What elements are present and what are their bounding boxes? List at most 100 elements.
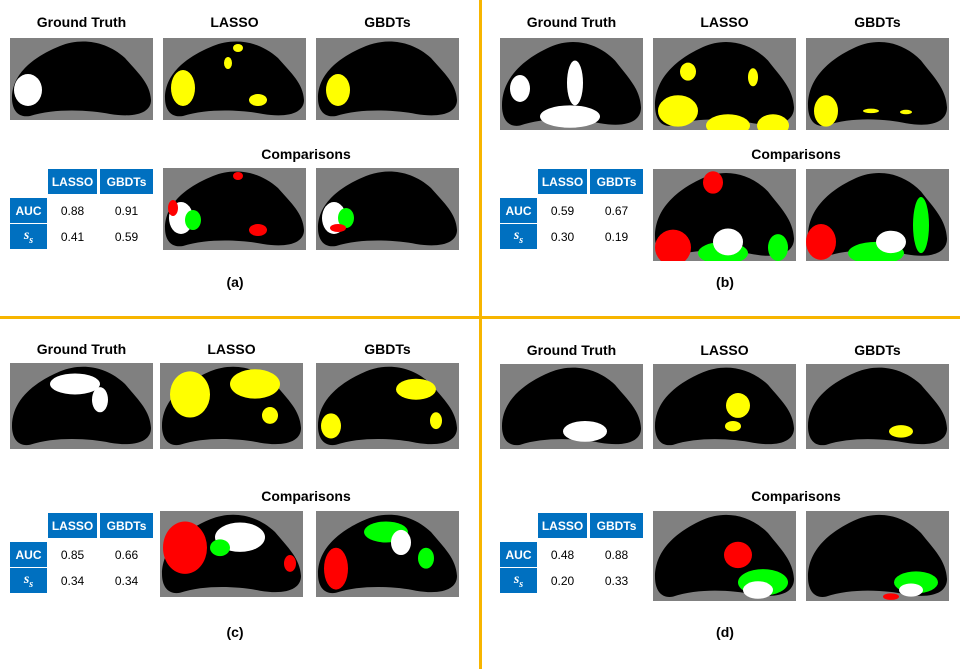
brain-silhouette [12, 41, 151, 117]
lasso-title: LASSO [207, 341, 256, 357]
table-header-lasso: LASSO [48, 513, 97, 538]
region-ground-truth [14, 74, 42, 106]
region-false-positive [324, 547, 348, 590]
brain-silhouette [655, 367, 794, 446]
gbdts-comparison-image [806, 511, 949, 601]
panel-label: (d) [716, 624, 734, 640]
region-false-positive [655, 229, 691, 261]
region-false-positive [233, 172, 243, 180]
table-cell-value: 0.85 [60, 547, 85, 562]
horizontal-divider [0, 316, 960, 319]
lasso-title: LASSO [700, 342, 749, 358]
region-prediction [658, 95, 698, 127]
gbdts-comparison-image [806, 169, 949, 261]
brain-silhouette [165, 41, 304, 117]
brain-silhouette [165, 171, 304, 247]
table-row-label: ss [500, 224, 537, 249]
metric-label: ss [513, 571, 524, 590]
region-prediction [396, 378, 436, 400]
lasso-comparison-image [653, 511, 796, 601]
gbdts-title: GBDTs [854, 342, 901, 358]
region-false-positive [284, 555, 296, 572]
panel-a: Ground Truth LASSO GBDTs Comparisons LASSO GB… [0, 0, 470, 310]
gbdts-title: GBDTs [364, 14, 411, 30]
lasso-image [653, 364, 796, 449]
table-row-label: ss [10, 224, 47, 249]
table-cell-value: 0.34 [60, 573, 85, 588]
table-cell-value: 0.88 [604, 547, 629, 562]
table-row-label: AUC [10, 542, 47, 567]
region-prediction [900, 109, 912, 115]
region-true-positive [876, 230, 906, 254]
region-false-positive [724, 541, 752, 569]
gbdts-comparison-image [316, 511, 459, 597]
region-prediction [224, 57, 232, 69]
region-false-positive [883, 593, 899, 600]
lasso-title: LASSO [210, 14, 259, 30]
gbdts-comparison-image [316, 168, 459, 250]
table-row-label: ss [500, 568, 537, 593]
region-true-positive [899, 583, 923, 597]
region-false-positive [163, 521, 207, 574]
region-prediction [321, 413, 341, 439]
ground-truth-title: Ground Truth [526, 342, 617, 358]
region-prediction [262, 407, 278, 424]
panel-label: (a) [226, 274, 244, 290]
region-false-positive [168, 200, 178, 216]
lasso-image [160, 363, 303, 449]
table-cell-value: 0.30 [550, 229, 575, 244]
table-header-gbdts: GBDTs [590, 513, 643, 538]
brain-silhouette [502, 367, 641, 446]
region-true-positive [713, 228, 743, 256]
brain-silhouette [808, 41, 947, 126]
table-cell-value: 0.19 [604, 229, 629, 244]
table-cell-value: 0.59 [550, 203, 575, 218]
region-ground-truth [50, 373, 100, 395]
gbdts-image [316, 363, 459, 449]
lasso-comparison-image [653, 169, 796, 261]
gbdts-title: GBDTs [364, 341, 411, 357]
ground-truth-image [500, 364, 643, 449]
region-prediction [725, 421, 741, 432]
table-cell-value: 0.88 [60, 203, 85, 218]
region-prediction [430, 412, 442, 430]
region-prediction [706, 114, 750, 130]
brain-silhouette [318, 41, 457, 117]
gbdts-image [806, 364, 949, 449]
panel-d: Ground Truth LASSO GBDTs Comparisons LASSO GB… [490, 325, 960, 640]
region-false-positive [806, 223, 836, 260]
table-row-label: AUC [10, 198, 47, 223]
brain-silhouette [318, 171, 457, 247]
brain-silhouette [808, 172, 947, 257]
region-true-positive [743, 581, 773, 599]
ground-truth-image [500, 38, 643, 130]
ground-truth-image [10, 363, 153, 449]
region-ground-truth [540, 105, 600, 128]
table-row-label: ss [10, 568, 47, 593]
region-prediction [249, 94, 267, 106]
region-false-positive [703, 171, 723, 194]
comparisons-title: Comparisons [261, 146, 351, 162]
table-cell-value: 0.66 [114, 547, 139, 562]
metric-label: ss [23, 571, 34, 590]
region-false-negative [338, 208, 354, 228]
table-row-label: AUC [500, 198, 537, 223]
table-cell-value: 0.33 [604, 573, 629, 588]
region-false-negative [418, 547, 434, 569]
lasso-title: LASSO [700, 14, 749, 30]
region-ground-truth [563, 421, 607, 442]
region-prediction [680, 62, 696, 81]
lasso-comparison-image [160, 511, 303, 597]
region-prediction [726, 393, 750, 418]
comparisons-title: Comparisons [751, 146, 841, 162]
brain-silhouette [655, 172, 794, 257]
region-prediction [233, 44, 243, 52]
gbdts-image [316, 38, 459, 120]
table-cell-value: 0.67 [604, 203, 629, 218]
table-cell-value: 0.41 [60, 229, 85, 244]
region-prediction [889, 425, 913, 438]
region-false-negative [913, 197, 929, 254]
brain-silhouette [808, 367, 947, 446]
region-ground-truth [92, 387, 108, 413]
